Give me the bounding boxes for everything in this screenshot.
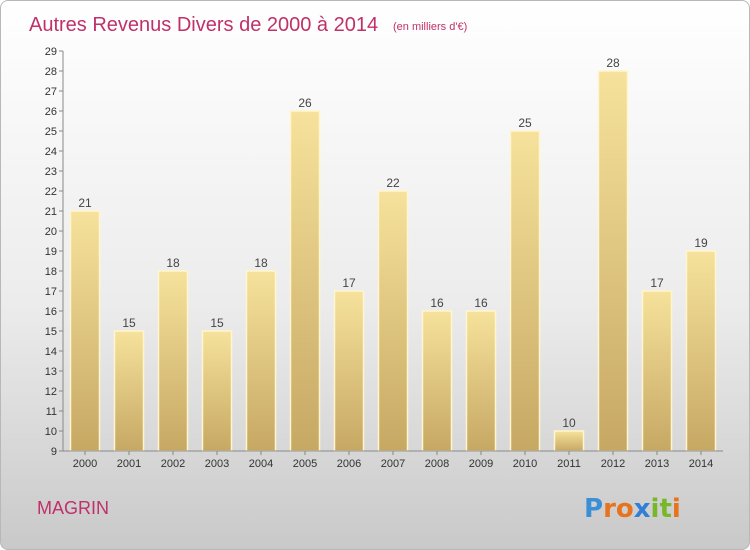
y-tick-label: 15 — [45, 326, 57, 338]
y-tick-label: 22 — [45, 186, 57, 198]
proxiti-logo: Proxiti — [584, 494, 681, 524]
x-tick-label-2005: 2005 — [293, 458, 317, 470]
chart-title: Autres Revenus Divers de 2000 à 2014 — [29, 14, 378, 36]
bar-2007 — [377, 190, 409, 452]
bar-2002 — [157, 270, 189, 452]
y-tick-label: 9 — [51, 446, 57, 458]
logo-letter: o — [616, 494, 634, 524]
y-tick-label: 16 — [45, 306, 57, 318]
bar-2012 — [597, 70, 629, 452]
y-tick-label: 11 — [46, 406, 57, 418]
bar-2005 — [289, 110, 321, 452]
data-label-2009: 16 — [474, 296, 488, 310]
logo-letter: t — [659, 494, 671, 524]
x-tick-label-2004: 2004 — [249, 458, 273, 470]
x-tick-label-2006: 2006 — [337, 458, 361, 470]
x-tick-label-2009: 2009 — [469, 458, 493, 470]
data-label-2003: 15 — [210, 316, 224, 330]
x-tick-label-2013: 2013 — [645, 458, 669, 470]
data-label-2008: 16 — [430, 296, 444, 310]
data-label-2000: 21 — [78, 196, 92, 210]
y-tick-label: 28 — [45, 66, 57, 78]
y-tick-label: 19 — [45, 246, 57, 258]
bar-2014 — [685, 250, 717, 452]
data-label-2005: 26 — [298, 96, 312, 110]
data-label-2011: 10 — [562, 416, 576, 430]
x-tick-label-2012: 2012 — [601, 458, 625, 470]
y-axis: 9 10 11 12 13 14 15 16 17 18 19 20 21 22 23 24 25 26 27 28 2… — [45, 46, 64, 458]
bar-2013 — [641, 290, 673, 452]
x-tick-label-2000: 2000 — [73, 458, 97, 470]
logo-letter: i — [672, 494, 681, 524]
bar-2003 — [201, 330, 233, 452]
y-tick-label: 10 — [45, 426, 57, 438]
data-label-2006: 17 — [342, 276, 356, 290]
y-tick-label: 23 — [45, 166, 57, 178]
y-tick-label: 26 — [45, 106, 57, 118]
bar-2000 — [69, 210, 101, 452]
bar-2008 — [421, 310, 453, 452]
y-tick-label: 14 — [45, 346, 57, 358]
y-tick-label: 27 — [45, 86, 57, 98]
commune-name: MAGRIN — [37, 498, 109, 518]
bar-2006 — [333, 290, 365, 452]
y-tick-label: 29 — [45, 46, 57, 58]
logo-letter: i — [651, 494, 660, 524]
bar-2011 — [553, 430, 585, 452]
data-label-2001: 15 — [122, 316, 136, 330]
data-label-2007: 22 — [386, 176, 400, 190]
y-tick-label: 24 — [45, 146, 57, 158]
logo-letter: x — [634, 494, 651, 524]
y-tick-label: 13 — [45, 366, 57, 378]
data-label-2012: 28 — [606, 56, 620, 70]
chart-unit: (en milliers d'€) — [393, 21, 467, 33]
logo-letter: r — [603, 494, 616, 524]
data-label-2014: 19 — [694, 236, 708, 250]
x-tick-label-2007: 2007 — [381, 458, 405, 470]
data-label-2004: 18 — [254, 256, 268, 270]
bars: 21 15 18 15 18 26 17 22 16 16 25 10 28 17 19 — [69, 56, 717, 452]
y-tick-label: 21 — [45, 206, 57, 218]
x-axis: 2000 2001 2002 2003 2004 2005 2006 2007 2008 2009… — [63, 450, 723, 470]
bar-2004 — [245, 270, 277, 452]
x-tick-label-2008: 2008 — [425, 458, 449, 470]
bar-2009 — [465, 310, 497, 452]
x-tick-label-2002: 2002 — [161, 458, 185, 470]
data-label-2010: 25 — [518, 116, 532, 130]
data-label-2002: 18 — [166, 256, 180, 270]
x-tick-label-2001: 2001 — [117, 458, 141, 470]
logo-letter: P — [584, 494, 603, 524]
y-tick-label: 25 — [45, 126, 57, 138]
y-tick-label: 20 — [45, 226, 57, 238]
bar-2001 — [113, 330, 145, 452]
x-tick-label-2011: 2011 — [557, 458, 581, 470]
x-tick-label-2010: 2010 — [513, 458, 537, 470]
y-tick-label: 17 — [45, 286, 57, 298]
x-tick-label-2003: 2003 — [205, 458, 229, 470]
y-tick-label: 18 — [45, 266, 57, 278]
y-tick-label: 12 — [45, 386, 57, 398]
bar-2010 — [509, 130, 541, 452]
x-tick-label-2014: 2014 — [689, 458, 713, 470]
data-label-2013: 17 — [650, 276, 664, 290]
